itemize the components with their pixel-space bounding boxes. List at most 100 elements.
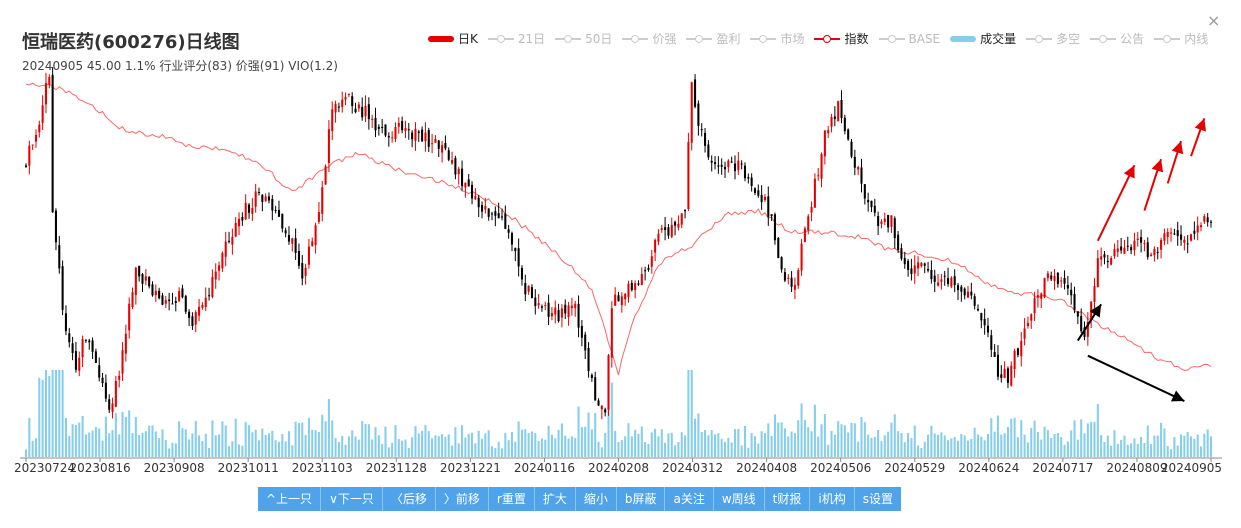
- institution-button[interactable]: i机构: [810, 487, 855, 511]
- legend-item-9[interactable]: 多空: [1026, 30, 1080, 47]
- legend-item-11[interactable]: 内线: [1154, 30, 1208, 47]
- volume-bar: [287, 431, 290, 457]
- x-tick-label: 20240717: [1032, 461, 1093, 475]
- volume-bar: [707, 435, 710, 457]
- volume-bar: [364, 423, 367, 457]
- candle-body: [98, 365, 101, 378]
- follow-button[interactable]: a关注: [665, 487, 714, 511]
- candle-body: [284, 230, 287, 234]
- candle-body: [870, 200, 873, 208]
- candle-body: [314, 225, 317, 245]
- volume-bar: [544, 439, 547, 457]
- legend-item-4[interactable]: 盈利: [686, 30, 740, 47]
- candle-body: [494, 211, 497, 216]
- legend-item-5[interactable]: 市场: [750, 30, 804, 47]
- candle-body: [1013, 350, 1016, 370]
- legend-item-6[interactable]: 指数: [814, 30, 869, 47]
- volume-bar: [727, 437, 730, 457]
- candle-body: [787, 277, 790, 279]
- volume-bar: [950, 438, 953, 457]
- candle-body: [121, 350, 124, 374]
- volume-bar: [1083, 433, 1086, 457]
- volume-bar: [857, 441, 860, 457]
- volume-bar: [168, 448, 171, 457]
- volume-bar: [897, 431, 900, 457]
- volume-bar: [424, 425, 427, 457]
- legend-item-10[interactable]: 公告: [1090, 30, 1144, 47]
- candle-body: [158, 290, 161, 299]
- volume-bar: [341, 435, 344, 457]
- close-icon[interactable]: ×: [1207, 11, 1221, 30]
- candle-body: [520, 267, 524, 280]
- candle-body: [930, 270, 933, 280]
- volume-bar: [680, 432, 683, 457]
- x-tick-label: 20240208: [588, 461, 649, 475]
- volume-bar: [677, 441, 680, 457]
- volume-bar: [783, 428, 786, 457]
- candle-body: [254, 191, 257, 207]
- volume-bar: [1143, 443, 1146, 457]
- legend-item-2[interactable]: 50日: [555, 30, 612, 47]
- volume-bar: [321, 414, 324, 457]
- candle-body: [294, 238, 297, 253]
- volume-bar: [1013, 417, 1016, 457]
- volume-bar: [920, 448, 923, 457]
- shrink-button[interactable]: 缩小: [575, 487, 617, 511]
- move-forward-button[interactable]: 〉前移: [435, 487, 489, 511]
- candle-body: [1136, 238, 1139, 241]
- volume-bar: [261, 428, 264, 457]
- legend-item-1[interactable]: 21日: [487, 30, 545, 47]
- volume-bar: [674, 445, 677, 457]
- volume-bar: [138, 435, 141, 457]
- candle-body: [1036, 295, 1039, 298]
- settings-button[interactable]: s设置: [854, 487, 901, 511]
- candle-body: [534, 297, 537, 306]
- candle-body: [327, 129, 330, 164]
- legend-item-3[interactable]: 价强: [622, 30, 676, 47]
- volume-bar: [937, 434, 940, 457]
- volume-bar: [1066, 441, 1069, 457]
- candle-body: [211, 277, 214, 297]
- volume-bar: [48, 375, 51, 457]
- prev-stock-button[interactable]: ^上一只: [258, 487, 322, 511]
- candle-body: [84, 339, 87, 341]
- legend-item-0[interactable]: 日K: [428, 30, 478, 47]
- weekly-button[interactable]: w周线: [713, 487, 765, 511]
- block-button[interactable]: b屏蔽: [616, 487, 666, 511]
- candle-body: [790, 277, 793, 287]
- candle-body: [547, 302, 550, 318]
- candle-body: [311, 241, 314, 246]
- expand-button[interactable]: 扩大: [534, 487, 576, 511]
- trend-up-arrow: [1190, 118, 1207, 157]
- volume-bar: [750, 433, 753, 457]
- next-stock-button[interactable]: ∨下一只: [321, 487, 383, 511]
- move-back-button[interactable]: 〈后移: [382, 487, 436, 511]
- candle-body: [510, 233, 514, 245]
- candle-body: [694, 79, 697, 107]
- candle-body: [990, 335, 993, 350]
- volume-bar: [81, 415, 84, 457]
- volume-bar: [880, 441, 883, 457]
- volume-bar: [966, 440, 970, 457]
- legend-item-8[interactable]: 成交量: [950, 30, 1016, 47]
- candle-body: [1143, 243, 1146, 245]
- volume-bar: [311, 429, 314, 457]
- report-button[interactable]: t财报: [764, 487, 811, 511]
- volume-bar: [294, 421, 297, 457]
- legend-label: 多空: [1056, 32, 1081, 46]
- candle-body: [717, 165, 720, 167]
- legend-item-7[interactable]: BASE: [878, 32, 940, 46]
- reset-button[interactable]: r重置: [488, 487, 535, 511]
- candle-body: [907, 260, 910, 270]
- volume-bar: [1196, 434, 1199, 457]
- candle-body: [687, 142, 690, 210]
- volume-bar: [347, 436, 350, 457]
- volume-bar: [374, 427, 377, 457]
- volume-bar: [401, 440, 404, 457]
- candle-body: [1153, 248, 1156, 256]
- candle-body: [850, 141, 853, 157]
- candle-body: [267, 196, 271, 201]
- volume-bar: [597, 441, 600, 457]
- candle-body: [1040, 293, 1043, 299]
